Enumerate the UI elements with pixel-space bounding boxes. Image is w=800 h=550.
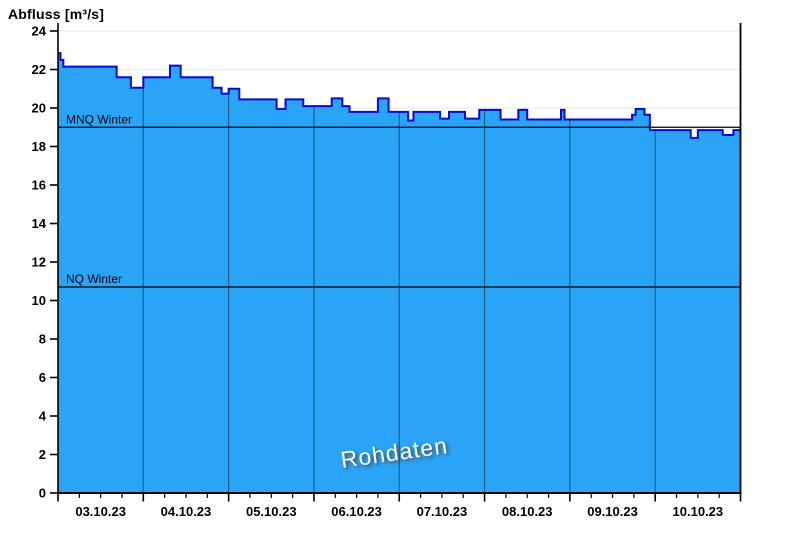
y-tick-label-10: 10	[32, 293, 46, 308]
x-day-label-1: 04.10.23	[161, 504, 212, 519]
y-tick-label-4: 4	[39, 409, 47, 424]
x-day-label-5: 08.10.23	[502, 504, 553, 519]
chart-title: Abfluss [m³/s]	[8, 6, 105, 22]
discharge-step-line	[58, 52, 741, 139]
y-tick-label-18: 18	[32, 139, 46, 154]
y-tick-label-14: 14	[32, 216, 47, 231]
discharge-area-fill	[58, 53, 741, 493]
y-tick-label-22: 22	[32, 62, 46, 77]
x-day-label-6: 09.10.23	[587, 504, 638, 519]
y-tick-label-8: 8	[39, 332, 46, 347]
y-tick-label-20: 20	[32, 101, 46, 116]
x-day-label-3: 06.10.23	[331, 504, 382, 519]
reference-label-0: MNQ Winter	[66, 112, 132, 126]
x-day-label-4: 07.10.23	[417, 504, 468, 519]
y-tick-label-2: 2	[39, 447, 46, 462]
x-day-label-2: 05.10.23	[246, 504, 297, 519]
y-tick-label-24: 24	[32, 24, 47, 39]
x-day-label-7: 10.10.23	[673, 504, 724, 519]
reference-label-1: NQ Winter	[66, 272, 122, 286]
y-tick-label-12: 12	[32, 255, 46, 270]
y-tick-label-0: 0	[39, 486, 46, 501]
y-tick-label-6: 6	[39, 370, 46, 385]
x-day-label-0: 03.10.23	[75, 504, 126, 519]
y-tick-label-16: 16	[32, 178, 46, 193]
